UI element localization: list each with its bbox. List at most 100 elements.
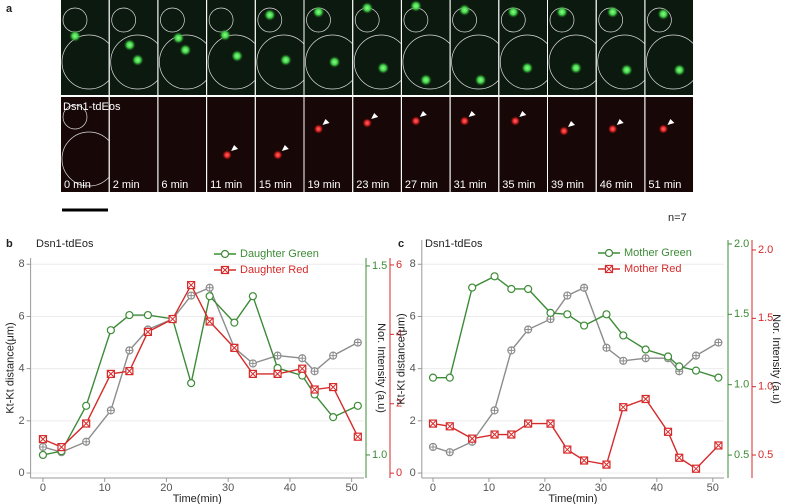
data-point [714,338,723,347]
series-line [432,398,719,470]
right-tick-label: 2.0 [734,238,749,250]
data-point [106,369,115,378]
marker-shape [107,407,114,414]
data-point [329,351,338,360]
marker-shape [220,249,230,259]
data-point [205,283,214,292]
protein-label: Dsn1-tdEos [63,101,121,113]
marker-shape [82,401,91,410]
arrowhead [519,111,527,117]
data-point [38,450,48,460]
data-point [82,419,91,428]
green-spot [172,32,185,44]
data-point [579,283,589,292]
marker-shape [546,308,555,318]
time-label: 39 min [551,179,584,191]
green-frame [401,0,450,95]
data-point [468,434,477,443]
data-point [57,443,66,452]
red-spot [459,116,470,126]
data-point [714,441,723,450]
x-tick-label: 20 [539,482,551,494]
marker-shape [692,465,700,473]
red-spot [658,124,669,134]
marker-shape [524,420,532,427]
data-point [675,362,684,371]
marker-shape [445,373,454,382]
cell-outline [647,7,672,33]
frame-background [499,97,547,192]
data-point [602,343,611,352]
right-tick-label: 1.0 [372,449,387,461]
data-point [619,403,628,412]
data-point [143,327,153,337]
frame-background [304,97,353,192]
green-frame [645,0,694,95]
y2-axis-label: Nor. Intensity (a.u) [770,314,782,404]
marker-shape [143,310,153,320]
y2-axis-label: Nor. Intensity (a.u) [375,323,387,413]
panel-label: b [6,238,13,250]
green-spot [312,6,325,18]
data-point [445,448,454,457]
y-tick-label: 8 [18,258,24,270]
data-point [428,373,438,382]
panel-label: c [398,238,404,250]
cell-outline [256,34,304,90]
marker-shape [604,248,614,258]
marker-shape [106,326,115,335]
data-point [205,292,214,301]
cell-outline [305,34,353,90]
data-point [125,346,134,355]
marker-shape [311,386,318,393]
green-spot [179,44,192,56]
marker-shape [39,435,47,443]
y-axis-label: Kt-Kt distance(μm) [396,313,408,404]
arrowhead [419,111,427,117]
green-spot [263,9,276,21]
marker-shape [693,352,700,359]
marker-shape [563,446,571,453]
marker-shape [675,362,684,371]
marker-shape [230,344,238,352]
green-frame [499,0,547,95]
green-frame [61,0,109,95]
x-tick-label: 40 [651,482,663,494]
data-point [329,382,338,392]
marker-shape [249,370,257,378]
time-label: 27 min [405,179,438,191]
marker-shape [507,284,516,294]
data-point [38,435,48,444]
green-spot [377,62,390,74]
cell-outline [597,34,645,90]
frame-background [207,97,255,192]
green-spot [570,62,582,74]
right-tick-label: 0.5 [734,449,749,461]
legend-label: Mother Green [624,247,692,259]
marker-shape [641,345,650,354]
data-point [187,291,196,300]
data-point [248,292,257,301]
green-frame [548,0,596,95]
data-point [490,430,499,439]
marker-shape [298,365,306,373]
marker-shape [547,420,554,427]
legend-label: Daughter Green [240,248,319,260]
data-point [38,442,48,452]
green-frame [596,0,645,95]
marker-shape [230,318,239,327]
green-frame [255,0,304,95]
data-point [675,453,684,462]
green-spot [231,50,244,62]
frame-background [109,97,158,192]
x-tick-label: 10 [483,482,495,494]
marker-shape [329,383,337,391]
data-point [428,442,438,452]
data-point [691,351,701,360]
frame-background [255,97,304,192]
arrowhead [468,111,476,117]
series-line [432,286,719,453]
data-point [230,318,239,327]
data-point [168,314,177,324]
cell-outline [451,34,499,90]
